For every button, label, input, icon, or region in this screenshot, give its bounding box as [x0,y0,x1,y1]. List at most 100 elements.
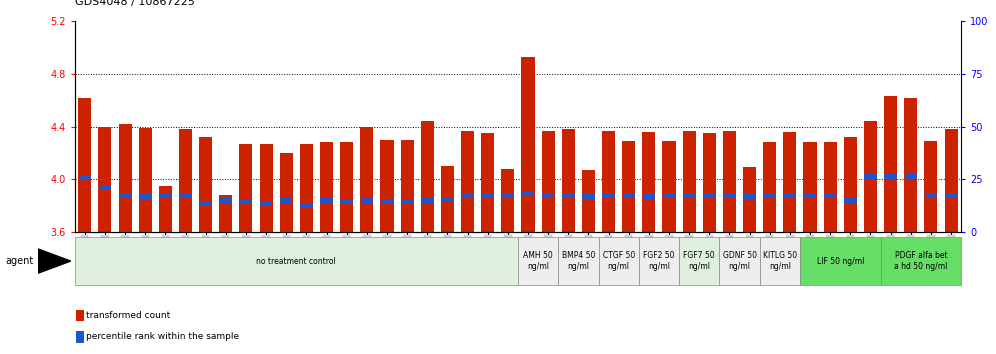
Bar [924,141,937,232]
Bar [682,131,696,232]
Text: transformed count: transformed count [87,310,170,320]
Text: KITLG 50
ng/ml: KITLG 50 ng/ml [763,251,797,271]
Bar [199,201,212,205]
Bar [461,193,474,197]
Bar [99,126,112,232]
Bar [300,203,313,208]
Bar [703,133,716,232]
Bar [642,194,655,199]
Bar [361,126,374,232]
Bar [139,194,151,199]
Bar [542,193,555,197]
Bar [79,176,91,180]
Bar [75,237,518,285]
Bar [79,98,92,232]
Text: GDS4048 / 10867225: GDS4048 / 10867225 [75,0,194,7]
Bar [260,201,272,205]
Bar [683,193,695,197]
Bar [662,193,675,197]
Bar [239,144,253,232]
Bar [320,142,333,232]
Bar [824,193,837,197]
Bar [945,193,957,197]
Bar [219,195,232,232]
Bar [361,198,374,202]
Bar [924,193,937,197]
Polygon shape [38,249,71,273]
Text: LIF 50 ng/ml: LIF 50 ng/ml [817,257,864,266]
Bar [703,193,715,197]
Text: CTGF 50
ng/ml: CTGF 50 ng/ml [603,251,634,271]
Bar [341,199,353,204]
Bar [743,167,756,232]
Bar [944,129,957,232]
Bar [884,96,897,232]
Bar [138,128,151,232]
Bar [76,331,84,343]
Bar [642,132,655,232]
Bar [99,185,112,189]
Bar [441,197,453,201]
Bar [401,199,413,204]
Bar [558,237,599,285]
Bar [159,193,171,197]
Bar [76,309,84,321]
Bar [719,237,760,285]
Bar [240,199,252,204]
Bar [783,132,797,232]
Bar [603,193,615,197]
Bar [679,237,719,285]
Text: PDGF alfa bet
a hd 50 ng/ml: PDGF alfa bet a hd 50 ng/ml [894,251,947,271]
Bar [599,237,638,285]
Bar [321,198,333,202]
Bar [622,193,634,197]
Bar [260,144,273,232]
Bar [179,129,192,232]
Bar [340,142,354,232]
Text: FGF2 50
ng/ml: FGF2 50 ng/ml [643,251,674,271]
Bar [844,137,857,232]
Bar [522,192,534,196]
Bar [845,198,857,202]
Bar [481,193,494,197]
Bar [804,193,817,197]
Bar [904,174,917,179]
Bar [461,131,474,232]
Bar [562,193,575,197]
Text: GDNF 50
ng/ml: GDNF 50 ng/ml [722,251,757,271]
Bar [662,141,675,232]
Text: percentile rank within the sample: percentile rank within the sample [87,332,239,341]
Bar [784,193,796,197]
Bar [760,237,800,285]
Text: FGF7 50
ng/ml: FGF7 50 ng/ml [683,251,715,271]
Bar [481,133,494,232]
Bar [764,193,776,197]
Bar [219,198,232,202]
Text: agent: agent [5,256,33,266]
Bar [800,237,880,285]
Bar [583,194,595,199]
Text: AMH 50
ng/ml: AMH 50 ng/ml [523,251,553,271]
Bar [743,194,756,199]
Bar [300,144,313,232]
Bar [380,199,393,204]
Bar [763,142,776,232]
Bar [501,169,514,232]
Bar [502,193,514,197]
Bar [421,198,433,202]
Bar [522,57,535,232]
Bar [824,142,837,232]
Bar [199,137,212,232]
Text: BMP4 50
ng/ml: BMP4 50 ng/ml [562,251,595,271]
Bar [622,141,635,232]
Bar [602,131,616,232]
Bar [904,98,917,232]
Bar [880,237,961,285]
Bar [119,193,131,197]
Bar [638,237,679,285]
Bar [884,174,896,179]
Bar [280,198,293,202]
Bar [380,140,393,232]
Bar [179,193,191,197]
Bar [542,131,555,232]
